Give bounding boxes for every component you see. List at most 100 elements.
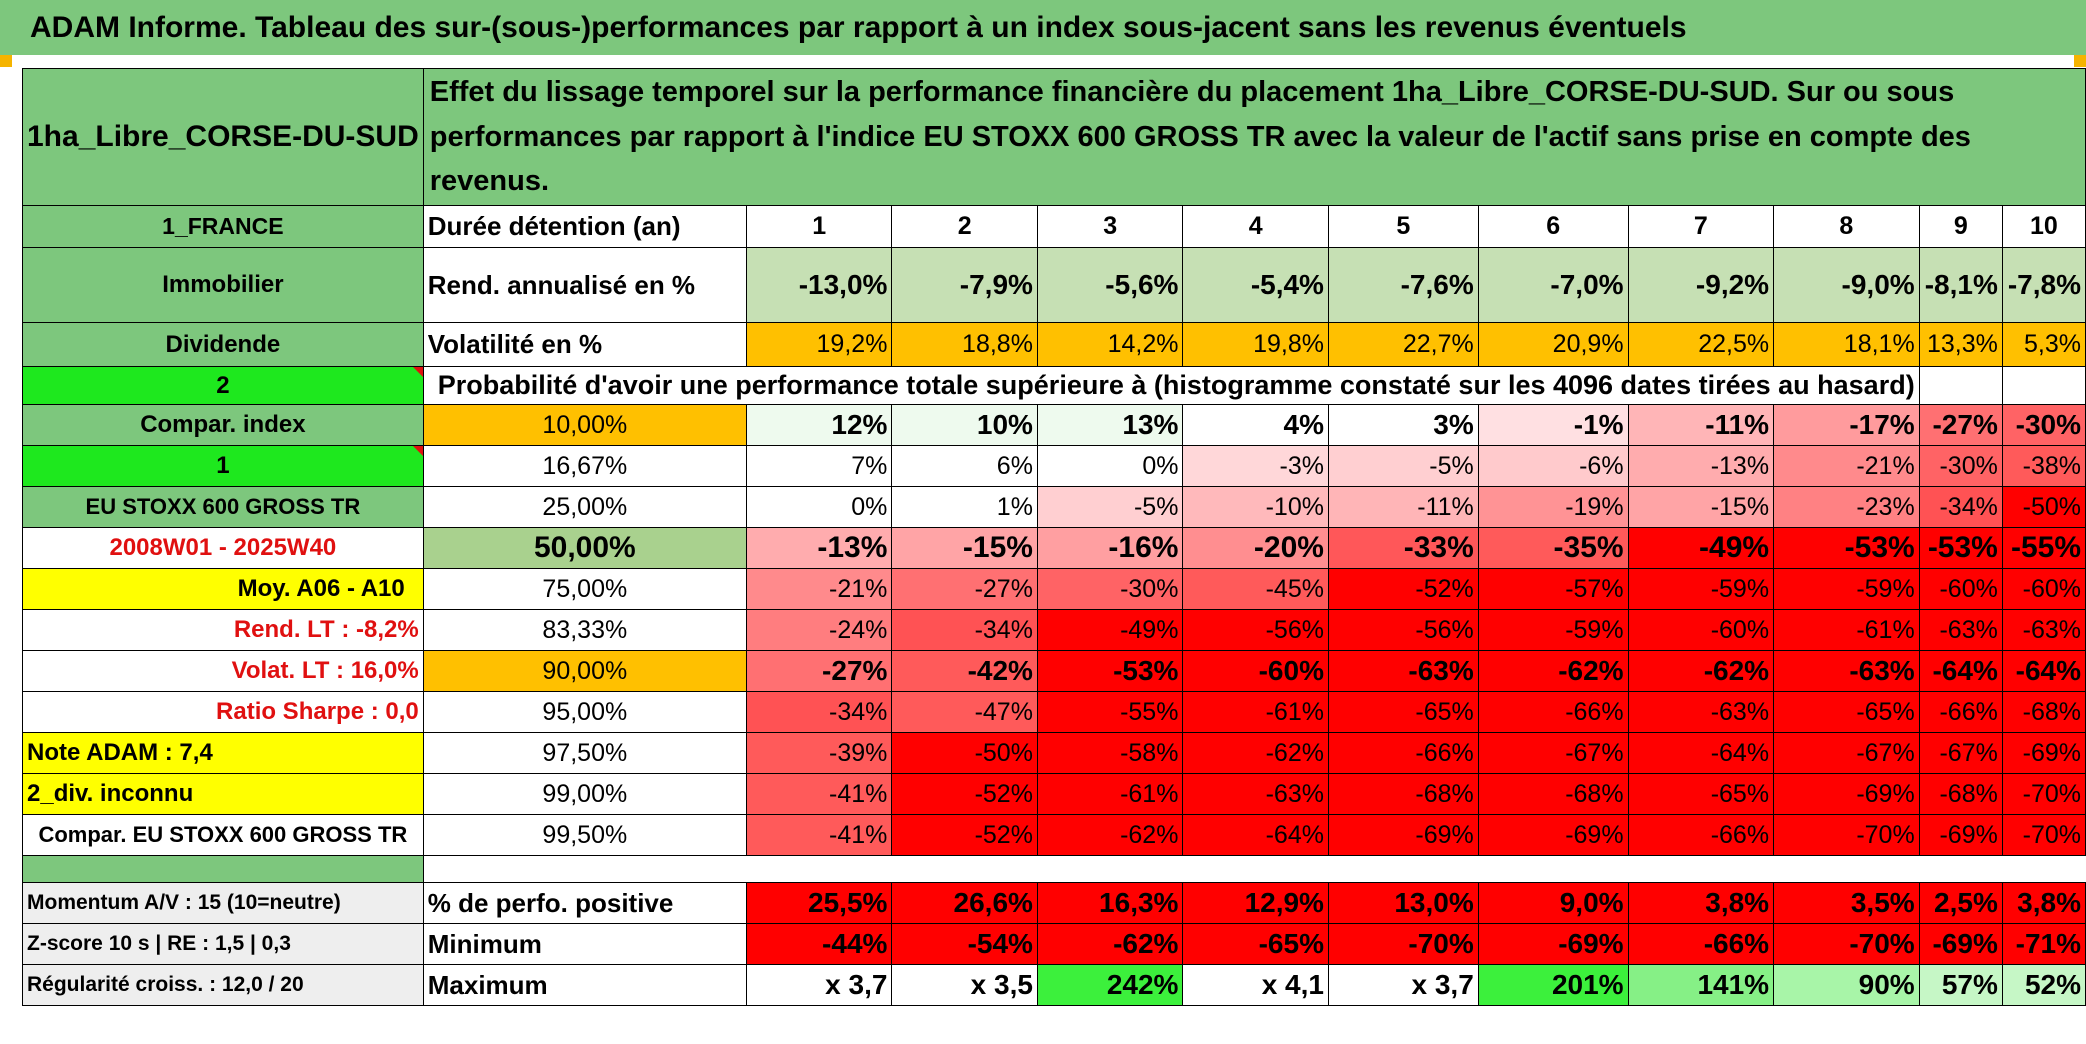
country-label: 1_FRANCE <box>22 205 424 248</box>
quantile-value: -20% <box>1182 527 1329 569</box>
quantile-value: -70% <box>1773 814 1920 856</box>
quantile-value: -53% <box>1773 527 1920 569</box>
quantile-label: 83,33% <box>422 609 747 651</box>
year-header: 4 <box>1182 205 1329 248</box>
quantile-value: -68% <box>2001 691 2086 733</box>
max-value: 201% <box>1477 964 1629 1006</box>
prob-label: Probabilité d'avoir une performance tota… <box>422 366 1920 405</box>
sharpe-ratio: Ratio Sharpe : 0,0 <box>22 691 424 733</box>
quantile-value: -5% <box>1036 486 1184 528</box>
min-value: -44% <box>745 923 893 965</box>
vol-value: 18,1% <box>1773 322 1920 367</box>
max-value: 57% <box>1918 964 2003 1006</box>
vol-value: 20,9% <box>1477 322 1629 367</box>
quantile-value: -45% <box>1182 568 1329 610</box>
rend-value: -7,8% <box>2001 247 2086 323</box>
quantile-value: -65% <box>1627 773 1775 815</box>
quantile-value: 4% <box>1182 404 1329 446</box>
min-row: Z-score 10 s | RE : 1,5 | 0,3 Minimum -4… <box>22 923 2086 965</box>
quantile-value: -59% <box>1773 568 1920 610</box>
year-header: 1 <box>745 205 893 248</box>
quantile-value: -67% <box>1477 732 1629 774</box>
quantile-value: -27% <box>1918 404 2003 446</box>
vol-value: 14,2% <box>1036 322 1184 367</box>
quantile-value: 10% <box>891 404 1038 446</box>
quantile-value: -66% <box>1918 691 2003 733</box>
max-value: 242% <box>1036 964 1184 1006</box>
quantile-value: -69% <box>1773 773 1920 815</box>
compar-index-label: Compar. index <box>22 404 424 446</box>
dividend-label: Dividende <box>22 322 424 367</box>
quantile-value: -55% <box>2001 527 2086 569</box>
min-value: -66% <box>1627 923 1775 965</box>
max-value: x 4,1 <box>1182 964 1329 1006</box>
quantile-value: 3% <box>1327 404 1479 446</box>
year-header: 6 <box>1477 205 1629 248</box>
quantile-label: 75,00% <box>422 568 747 610</box>
quantile-value: -59% <box>1477 609 1629 651</box>
regularite: Régularité croiss. : 12,0 / 20 <box>22 964 424 1006</box>
quantile-value: -67% <box>1918 732 2003 774</box>
header-row: 1ha_Libre_CORSE-DU-SUD Effet du lissage … <box>22 68 2086 206</box>
quantile-value: -49% <box>1627 527 1775 569</box>
quantile-value: -57% <box>1477 568 1629 610</box>
index-name: EU STOXX 600 GROSS TR <box>22 486 424 528</box>
pos-value: 12,9% <box>1182 882 1329 924</box>
quantile-value: 0% <box>745 486 893 528</box>
rend-value: -5,6% <box>1036 247 1184 323</box>
quantile-label: 10,00% <box>422 404 747 446</box>
div-label: 2_div. inconnu <box>22 773 424 815</box>
min-label: Minimum <box>422 923 747 965</box>
quantile-value: -11% <box>1327 486 1479 528</box>
quantile-value: -64% <box>2001 650 2086 692</box>
quantile-value: -62% <box>1627 650 1775 692</box>
quantile-value: -70% <box>2001 773 2086 815</box>
max-value: x 3,7 <box>1327 964 1479 1006</box>
pos-value: 16,3% <box>1036 882 1184 924</box>
min-value: -54% <box>891 923 1038 965</box>
rend-row: Immobilier Rend. annualisé en % -13,0% -7… <box>22 247 2086 323</box>
quantile-value: -11% <box>1627 404 1775 446</box>
quantile-value: -66% <box>1627 814 1775 856</box>
year-header: 2 <box>891 205 1038 248</box>
quantile-value: 12% <box>745 404 893 446</box>
quantile-value: -34% <box>745 691 893 733</box>
quantile-value: -61% <box>1773 609 1920 651</box>
quantile-value: -30% <box>2001 404 2086 446</box>
period-label: 2008W01 - 2025W40 <box>22 527 424 569</box>
quantile-value: -13% <box>1627 445 1775 487</box>
vol-value: 22,5% <box>1627 322 1775 367</box>
max-value: 141% <box>1627 964 1775 1006</box>
num1-cell: 1 <box>22 445 424 487</box>
vol-label: Volatilité en % <box>422 322 747 367</box>
rend-value: -7,9% <box>891 247 1038 323</box>
quantile-value: -60% <box>1918 568 2003 610</box>
quantile-value: -17% <box>1773 404 1920 446</box>
quantile-value: -69% <box>1477 814 1629 856</box>
quantile-value: -62% <box>1036 814 1184 856</box>
pos-value: 2,5% <box>1918 882 2003 924</box>
quantile-value: -15% <box>891 527 1038 569</box>
quantile-value: -27% <box>745 650 893 692</box>
spacer-row <box>22 855 2086 883</box>
rend-value: -5,4% <box>1182 247 1329 323</box>
quantile-value: -63% <box>1182 773 1329 815</box>
momentum: Momentum A/V : 15 (10=neutre) <box>22 882 424 924</box>
quantile-value: -56% <box>1182 609 1329 651</box>
pos-value: 3,8% <box>1627 882 1775 924</box>
quantile-label: 25,00% <box>422 486 747 528</box>
spacer-cell <box>22 855 424 883</box>
quantile-value: -69% <box>2001 732 2086 774</box>
rend-value: -7,6% <box>1327 247 1479 323</box>
rend-value: -8,1% <box>1918 247 2003 323</box>
quantile-value: -50% <box>2001 486 2086 528</box>
description: Effet du lissage temporel sur la perform… <box>422 68 2086 206</box>
pos-row: Momentum A/V : 15 (10=neutre) % de perfo… <box>22 882 2086 924</box>
quantile-value: -66% <box>1477 691 1629 733</box>
quantile-value: -23% <box>1773 486 1920 528</box>
quantile-value: -68% <box>1477 773 1629 815</box>
quantile-value: -70% <box>2001 814 2086 856</box>
quantile-value: -63% <box>1327 650 1479 692</box>
quantile-value: 7% <box>745 445 893 487</box>
vol-value: 22,7% <box>1327 322 1479 367</box>
